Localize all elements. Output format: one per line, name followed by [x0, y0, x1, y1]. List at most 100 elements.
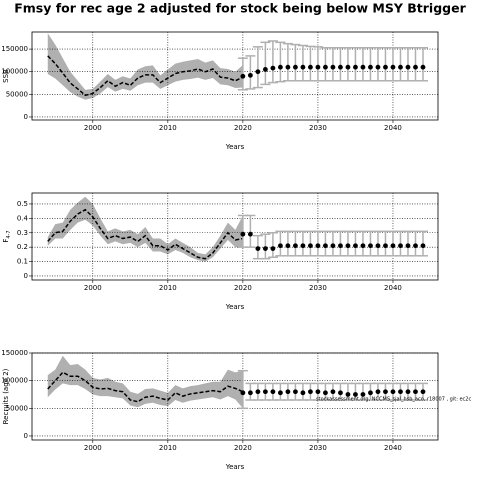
- estimate-line: [47, 371, 244, 403]
- forecast-point: [413, 64, 418, 70]
- forecast-point: [405, 64, 411, 70]
- forecast-point: [398, 389, 403, 395]
- forecast-point: [375, 243, 381, 249]
- forecast-point: [383, 243, 388, 249]
- confidence-band: [47, 196, 243, 262]
- forecast-point: [262, 246, 268, 251]
- forecast-point: [278, 243, 283, 249]
- x-tick-label: 2030: [309, 124, 327, 132]
- y-tick-label: 150000: [1, 45, 28, 53]
- forecast-point: [308, 243, 313, 249]
- forecast-point: [285, 243, 291, 249]
- forecast-point: [345, 243, 351, 249]
- forecast-point: [262, 389, 268, 395]
- forecast-point: [353, 64, 358, 70]
- forecast-point: [255, 69, 261, 75]
- forecast-point: [383, 64, 388, 70]
- y-tick-label: 50000: [6, 90, 28, 98]
- y-tick-label: 0.2: [17, 243, 28, 251]
- forecast-point: [420, 389, 426, 395]
- estimate-line: [47, 208, 244, 260]
- panel: 0 50000 100000 150000 2000 2010 2020 2030 2040 Ye…: [1, 31, 439, 151]
- forecast-point: [323, 64, 328, 70]
- y-tick-label: 0: [24, 272, 28, 280]
- forecast-point: [270, 246, 276, 251]
- x-tick-label: 2020: [234, 284, 252, 292]
- forecast-point: [255, 389, 261, 395]
- forecast-point: [255, 246, 261, 251]
- y-axis-label: SSB: [2, 69, 10, 83]
- confidence-band: [47, 33, 243, 100]
- forecast-point: [293, 243, 298, 249]
- x-tick-label: 2020: [234, 124, 252, 132]
- x-tick-label: 2040: [384, 124, 402, 132]
- x-tick-label: 2000: [84, 444, 102, 452]
- forecast-point: [323, 243, 328, 249]
- x-tick-label: 2020: [234, 444, 252, 452]
- forecast-point: [285, 64, 291, 70]
- y-tick-label: 100000: [1, 68, 28, 76]
- x-tick-label: 2010: [159, 284, 177, 292]
- panel: 0 50000 100000 150000 2000 2010 2020 2030 2040 Ye…: [1, 349, 439, 471]
- forecast-point: [270, 65, 276, 71]
- forecast-point: [330, 243, 336, 249]
- forecast-point: [247, 390, 253, 396]
- forecast-point: [315, 389, 321, 395]
- x-axis-label: Years: [225, 463, 245, 471]
- y-axis-label-main: Recruits (age 2): [2, 368, 10, 424]
- forecast-point: [278, 64, 283, 70]
- x-tick-label: 2000: [84, 124, 102, 132]
- forecast-point: [390, 389, 396, 395]
- plot-frame: [31, 31, 439, 121]
- forecast-point: [375, 64, 381, 70]
- forecast-point: [300, 243, 306, 249]
- y-tick-label: 150000: [1, 349, 28, 357]
- forecast-point: [293, 64, 298, 70]
- forecast-point: [398, 243, 403, 249]
- forecast-point: [270, 389, 276, 395]
- estimate-line: [47, 55, 244, 97]
- y-axis-label-sub: 4-7: [6, 230, 12, 238]
- y-axis-label: Recruits (age 2): [2, 368, 10, 424]
- forecast-point: [405, 389, 411, 395]
- forecast-point: [240, 231, 246, 237]
- forecast-point: [338, 390, 343, 396]
- x-axis-label: Years: [225, 143, 245, 151]
- x-tick-label: 2010: [159, 124, 177, 132]
- x-tick-label: 2040: [384, 284, 402, 292]
- forecast-point: [278, 390, 283, 396]
- forecast-point: [323, 390, 328, 396]
- forecast-point: [353, 243, 358, 249]
- forecast-point: [293, 389, 298, 395]
- x-tick-label: 2040: [384, 444, 402, 452]
- forecast-point: [300, 64, 306, 70]
- forecast-point: [375, 389, 381, 395]
- forecast-point: [383, 389, 388, 395]
- confidence-band: [47, 355, 243, 409]
- forecast-point: [285, 389, 291, 395]
- x-tick-label: 2000: [84, 284, 102, 292]
- forecast-point: [413, 243, 418, 249]
- y-tick-label: 100000: [1, 377, 28, 385]
- forecast-point: [368, 64, 373, 70]
- y-axis-label-main: SSB: [2, 69, 10, 83]
- forecast-point: [315, 64, 321, 70]
- forecast-point: [338, 64, 343, 70]
- x-tick-label: 2030: [309, 284, 327, 292]
- y-axis-label: F4-7: [2, 230, 12, 242]
- forecast-point: [368, 243, 373, 249]
- forecast-point: [405, 243, 411, 249]
- y-tick-label: 0.3: [17, 229, 28, 237]
- annotation: stockassessment.org, NCCMS_sjal_hsb_aco,…: [316, 397, 471, 403]
- forecast-point: [420, 243, 426, 249]
- forecast-point: [240, 390, 246, 396]
- figure-title: Fmsy for rec age 2 adjusted for stock be…: [14, 1, 466, 16]
- forecast-point: [262, 67, 268, 72]
- forecast-point: [390, 64, 396, 70]
- forecast-point: [338, 243, 343, 249]
- x-tick-label: 2030: [309, 444, 327, 452]
- plot-frame: [31, 352, 439, 441]
- forecast-point: [360, 392, 366, 397]
